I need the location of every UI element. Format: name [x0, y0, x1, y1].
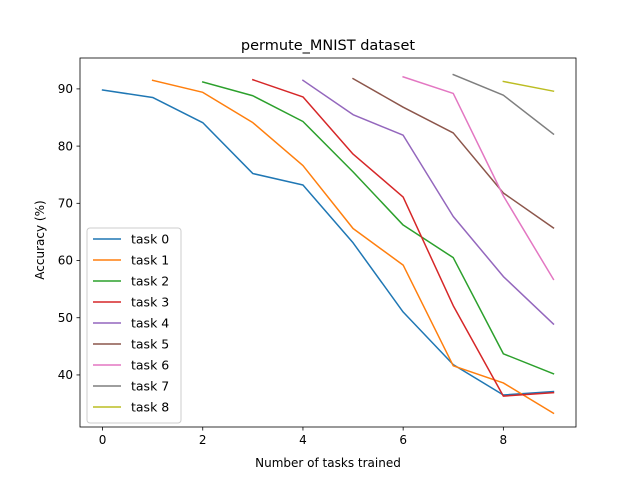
- x-tick-label: 2: [199, 433, 207, 447]
- legend: task 0 task 1 task 2 task 3 task 4 task 5 task…: [86, 227, 182, 424]
- legend-label-task-3: task 3: [131, 295, 169, 310]
- series-line-task-5: [352, 77, 555, 229]
- x-tick-label: 4: [299, 433, 307, 447]
- x-tick-label: 6: [399, 433, 407, 447]
- legend-label-task-0: task 0: [131, 232, 169, 247]
- chart-title: permute_MNIST dataset: [241, 38, 415, 54]
- series-line-task-1: [151, 79, 555, 415]
- series-line-task-0: [101, 89, 555, 396]
- series-line-task-6: [402, 75, 555, 281]
- y-tick-label: 50: [58, 311, 73, 325]
- y-tick-label: 90: [58, 82, 73, 96]
- plot-frame: [79, 57, 577, 428]
- y-tick-label: 40: [58, 368, 73, 382]
- legend-label-task-8: task 8: [131, 400, 169, 415]
- legend-label-task-1: task 1: [131, 253, 169, 268]
- x-tick-label: 8: [500, 433, 508, 447]
- legend-label-task-6: task 6: [131, 358, 169, 373]
- legend-label-task-7: task 7: [131, 379, 169, 394]
- series-line-task-2: [201, 81, 555, 375]
- x-tick-label: 0: [99, 433, 107, 447]
- series-line-task-3: [251, 78, 555, 397]
- y-tick-label: 80: [58, 139, 73, 153]
- legend-label-task-5: task 5: [131, 337, 169, 352]
- series-line-task-4: [301, 79, 555, 326]
- y-tick-label: 70: [58, 197, 73, 211]
- y-tick-label: 60: [58, 254, 73, 268]
- series-line-task-7: [452, 73, 555, 136]
- x-axis-title: Number of tasks trained: [255, 456, 401, 470]
- legend-box: [86, 227, 182, 424]
- legend-label-task-4: task 4: [131, 316, 169, 331]
- legend-label-task-2: task 2: [131, 274, 169, 289]
- series-layer: [101, 73, 555, 415]
- axes-layer: 0 2 4 6 8 40 50 60 70 80 90: [58, 57, 577, 447]
- series-line-task-8: [502, 80, 555, 93]
- y-axis-title: Accuracy (%): [33, 200, 47, 279]
